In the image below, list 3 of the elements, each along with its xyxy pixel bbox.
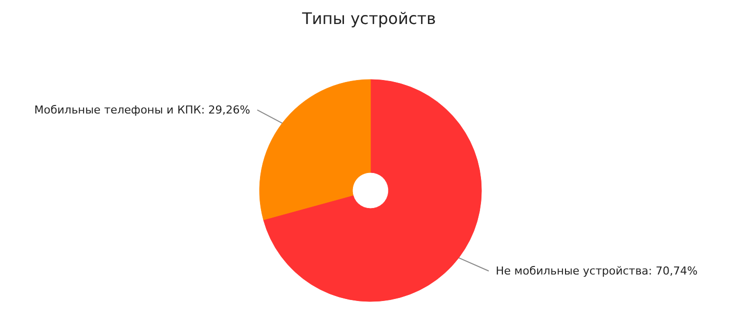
chart-title: Типы устройств — [301, 9, 436, 28]
slice-label: Не мобильные устройства: 70,74% — [496, 264, 698, 278]
slice-label: Мобильные телефоны и КПК: 29,26% — [34, 103, 250, 116]
